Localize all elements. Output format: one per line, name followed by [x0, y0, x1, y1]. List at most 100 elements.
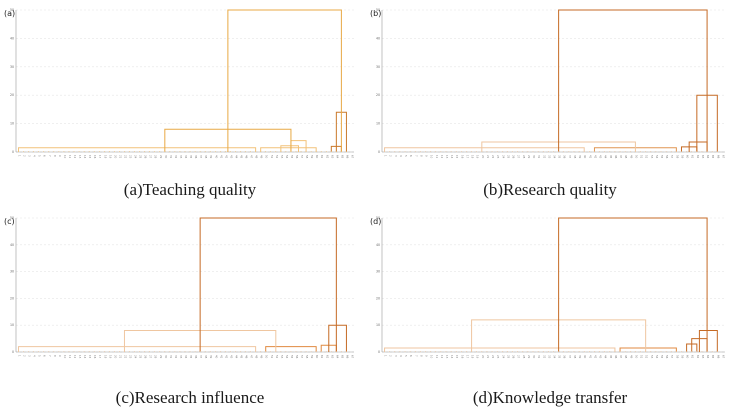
leaf-label-43: 43: [599, 355, 603, 359]
leaf-label-35: 35: [189, 355, 193, 359]
leaf-label-31: 31: [169, 155, 173, 159]
dendrogram-link-6: [558, 9, 708, 152]
leaf-label-54: 54: [285, 155, 289, 159]
y-tick-label-1: 10: [10, 122, 14, 126]
leaf-label-28: 28: [154, 355, 158, 359]
leaf-label-10: 10: [63, 155, 67, 159]
leaf-label-56: 56: [295, 155, 299, 159]
leaf-label-23: 23: [496, 355, 500, 359]
leaf-label-40: 40: [214, 155, 218, 159]
leaf-label-20: 20: [113, 355, 117, 359]
leaf-label-32: 32: [542, 155, 546, 159]
leaf-label-29: 29: [527, 355, 531, 359]
leaf-label-65: 65: [711, 355, 715, 359]
leaf-label-7: 7: [48, 355, 52, 357]
leaf-label-46: 46: [614, 155, 618, 159]
leaf-label-51: 51: [640, 155, 644, 159]
leaf-label-48: 48: [255, 355, 259, 359]
y-tick-label-4: 40: [10, 36, 14, 40]
leaf-label-16: 16: [93, 355, 97, 359]
leaf-label-47: 47: [250, 355, 254, 359]
leaf-label-25: 25: [506, 155, 510, 159]
leaf-label-39: 39: [209, 355, 213, 359]
leaf-label-67: 67: [721, 155, 725, 159]
y-tick-label-2: 20: [10, 93, 14, 97]
leaf-label-3: 3: [394, 155, 398, 157]
panel-research-influence: (c) 0 10 20 30 40 50 1 2 3 4 5 6 7 8 9 10 11 12 13 14 15 16 17 1…: [4, 212, 364, 372]
leaf-label-6: 6: [409, 355, 413, 357]
panel-label: (a): [4, 9, 15, 18]
leaf-label-44: 44: [604, 155, 608, 159]
leaf-label-21: 21: [118, 155, 122, 159]
leaf-label-9: 9: [425, 355, 429, 357]
leaf-label-4: 4: [399, 155, 403, 157]
leaf-label-63: 63: [701, 355, 705, 359]
leaf-label-41: 41: [219, 355, 223, 359]
leaf-label-50: 50: [265, 355, 269, 359]
leaf-label-29: 29: [159, 155, 163, 159]
leaf-label-37: 37: [199, 355, 203, 359]
leaf-label-29: 29: [527, 155, 531, 159]
leaf-label-64: 64: [335, 355, 339, 359]
leaf-label-66: 66: [345, 155, 349, 159]
leaf-label-7: 7: [48, 155, 52, 157]
leaf-label-56: 56: [665, 155, 669, 159]
leaf-label-56: 56: [295, 355, 299, 359]
leaf-label-17: 17: [465, 355, 469, 359]
y-tick-label-0: 0: [378, 150, 380, 154]
panel-label: (c): [4, 217, 15, 226]
leaf-label-35: 35: [558, 155, 562, 159]
leaf-label-36: 36: [194, 155, 198, 159]
leaf-label-65: 65: [340, 155, 344, 159]
leaf-label-39: 39: [578, 355, 582, 359]
y-tick-label-5: 50: [376, 8, 380, 12]
leaf-label-50: 50: [265, 155, 269, 159]
leaf-label-24: 24: [501, 155, 505, 159]
leaf-label-43: 43: [229, 155, 233, 159]
leaf-label-26: 26: [144, 355, 148, 359]
leaf-label-47: 47: [619, 355, 623, 359]
leaf-label-43: 43: [229, 355, 233, 359]
leaf-label-23: 23: [496, 155, 500, 159]
y-tick-label-5: 50: [10, 8, 14, 12]
leaf-label-53: 53: [650, 155, 654, 159]
leaf-label-25: 25: [139, 355, 143, 359]
leaf-label-26: 26: [512, 155, 516, 159]
leaf-label-30: 30: [532, 355, 536, 359]
leaf-label-61: 61: [320, 155, 324, 159]
leaf-label-22: 22: [123, 355, 127, 359]
leaf-label-56: 56: [665, 355, 669, 359]
leaf-label-19: 19: [476, 155, 480, 159]
leaf-label-47: 47: [250, 155, 254, 159]
leaf-label-66: 66: [716, 155, 720, 159]
dendrogram-link-7: [227, 9, 342, 152]
leaf-label-33: 33: [547, 155, 551, 159]
leaf-label-17: 17: [98, 155, 102, 159]
leaf-label-59: 59: [680, 355, 684, 359]
leaf-label-34: 34: [184, 355, 188, 359]
leaf-label-37: 37: [568, 155, 572, 159]
leaf-label-20: 20: [481, 155, 485, 159]
leaf-label-58: 58: [675, 355, 679, 359]
leaf-label-62: 62: [696, 155, 700, 159]
leaf-label-5: 5: [38, 155, 42, 157]
leaf-label-52: 52: [275, 155, 279, 159]
leaf-label-1: 1: [384, 155, 388, 157]
leaf-label-39: 39: [578, 155, 582, 159]
leaf-label-1: 1: [18, 155, 22, 157]
leaf-label-3: 3: [28, 355, 32, 357]
leaf-label-36: 36: [563, 155, 567, 159]
leaf-label-10: 10: [430, 355, 434, 359]
y-tick-label-2: 20: [376, 296, 380, 300]
leaf-label-49: 49: [260, 155, 264, 159]
leaf-label-23: 23: [129, 155, 133, 159]
leaf-label-21: 21: [118, 355, 122, 359]
leaf-label-46: 46: [245, 155, 249, 159]
y-tick-label-4: 40: [10, 243, 14, 247]
leaf-label-22: 22: [491, 355, 495, 359]
leaf-label-67: 67: [350, 155, 354, 159]
leaf-label-21: 21: [486, 155, 490, 159]
